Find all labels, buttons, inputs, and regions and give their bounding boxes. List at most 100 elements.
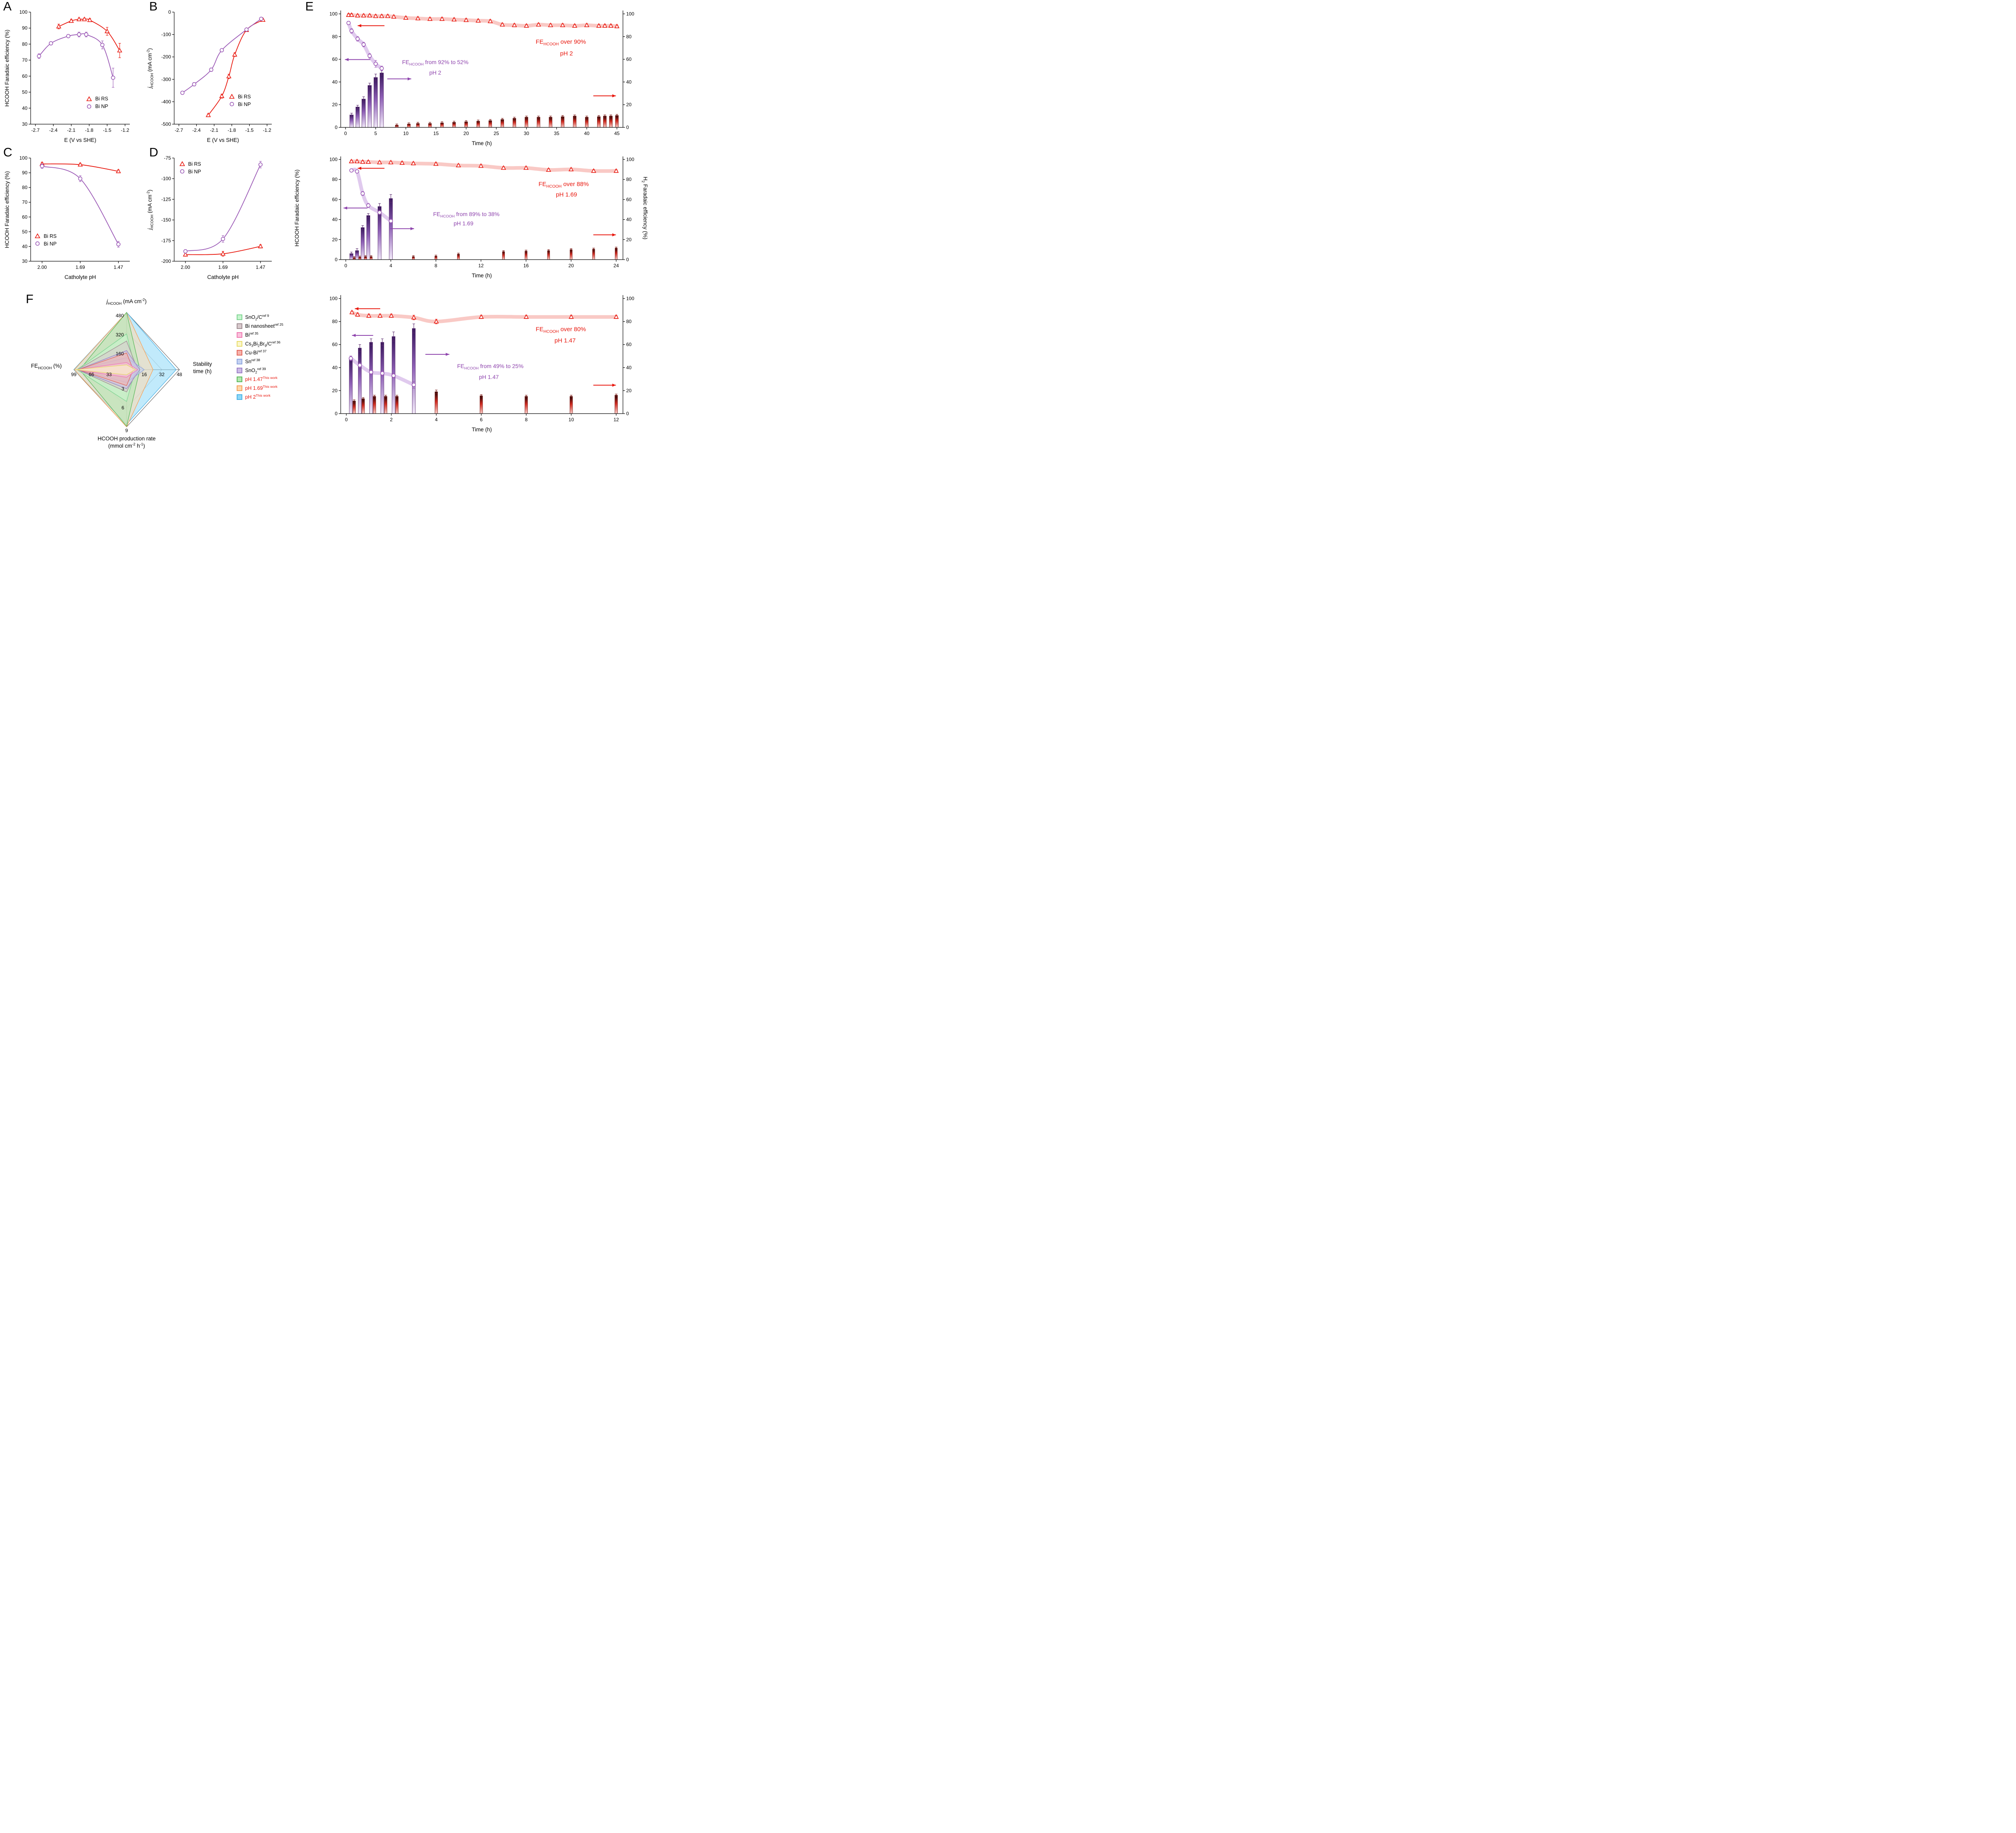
axes xyxy=(339,156,625,262)
tick-label: 16 xyxy=(523,263,529,268)
tick-label: 70 xyxy=(22,200,28,205)
legend-item: Bi NP xyxy=(228,100,251,108)
panel-E-ph147: 0 2 4 6 8 10 12 0 20 40 60 80 100 0 20 40 60 80 100 Time (h… xyxy=(280,286,654,442)
arrow xyxy=(344,206,368,210)
stability-ph2-canvas: 0 5 10 15 20 25 30 35 40 45 0 20 40 60 80 100 0 20 40 60 80 1… xyxy=(329,10,634,136)
radar-axis-label: HCOOH production rate (mmol cm-2 h-1) xyxy=(97,435,156,449)
tick-label: 10 xyxy=(569,417,574,422)
radar-legend: SnO2/Cref 9 Bi nanosheetref 25 Biref 35 Cs3… xyxy=(237,314,283,403)
panel-letter-C: C xyxy=(3,145,12,159)
tick-label: 80 xyxy=(22,185,28,190)
tick-label: -2.4 xyxy=(192,127,201,133)
panel-E-ph169: 0 4 8 12 16 20 24 0 20 40 60 80 100 0 20 40 60 80 100 Time … xyxy=(280,150,654,283)
tick-label: 4 xyxy=(389,263,392,268)
tick-label: 40 xyxy=(22,105,28,111)
annotation: pH 2 xyxy=(560,50,573,57)
legend-item: SnO2ref 39 xyxy=(237,366,283,375)
tick-label: 6 xyxy=(480,417,483,422)
legend: Bi RS Bi NP xyxy=(85,95,108,110)
stability-ph169-canvas: 0 4 8 12 16 20 24 0 20 40 60 80 100 0 20 40 60 80 100 xyxy=(329,156,634,268)
figure-root: A -2.7 -2.4 -2.1 -1.8 -1.5 -1.2 30 40 50 60 70 80 90… xyxy=(0,0,655,458)
legend-item: Biref 35 xyxy=(237,332,283,338)
x-axis-label: Catholyte pH xyxy=(207,274,239,281)
legend-item: Cu-Biref 37 xyxy=(237,350,283,356)
panel-E-ph2: E 0 5 10 15 20 25 30 35 40 45 0 20 40 60 80 100 0 20 40 60 8… xyxy=(280,0,654,147)
tick-label: 35 xyxy=(554,131,560,136)
tick-label: -200 xyxy=(161,54,171,60)
legend-label: Cu-Biref 37 xyxy=(245,349,267,356)
tick-label: 0 xyxy=(344,131,347,136)
fe-vs-ph-canvas: 2.00 1.69 1.47 30 40 50 60 70 80 90 100 xyxy=(19,155,130,270)
tick-label: -100 xyxy=(161,176,171,181)
tick-label: 66 xyxy=(89,372,94,377)
x-axis-label: E (V vs SHE) xyxy=(207,137,239,144)
series-fe-rs xyxy=(349,309,619,324)
legend-swatch-icon xyxy=(237,377,242,382)
tick-label: 20 xyxy=(332,102,338,108)
annotation: pH 2 xyxy=(429,69,442,76)
tick-label: 12 xyxy=(614,417,619,422)
tick-label: 8 xyxy=(435,263,437,268)
legend-label: SnO2ref 39 xyxy=(245,366,266,375)
legend-item: Bi RS xyxy=(85,95,108,103)
tick-label: 100 xyxy=(329,11,337,17)
stability-ph147-canvas: 0 2 4 6 8 10 12 0 20 40 60 80 100 0 20 40 60 80 100 xyxy=(329,295,634,422)
tick-label: 1.47 xyxy=(256,264,265,270)
series-bi-rs xyxy=(56,17,123,58)
tick-label: 60 xyxy=(332,56,338,62)
tick-label: 2.00 xyxy=(37,264,47,270)
tick-label: 10 xyxy=(403,131,409,136)
circle-icon xyxy=(87,104,92,109)
tick-label: -150 xyxy=(161,217,171,223)
arrow xyxy=(593,233,616,237)
tick-label: -1.2 xyxy=(121,127,129,133)
radar-axis-label: jHCOOH (mA cm-2) xyxy=(106,298,147,306)
tick-label: 1.69 xyxy=(75,264,85,270)
comparison-radar-canvas: 160 320 480 16 32 48 3 6 9 33 66 99 xyxy=(71,312,182,433)
arrow xyxy=(352,334,373,337)
annotation: FEHCOOH over 88% xyxy=(538,181,589,189)
tick-label: 60 xyxy=(626,197,632,202)
tick-label: 40 xyxy=(22,243,28,249)
panel-B: B -2.7 -2.4 -2.1 -1.8 -1.5 -1.2 0 -100 -200 -300-… xyxy=(142,0,280,144)
legend-label: pH 1.47This work xyxy=(245,375,278,382)
y-axis-label: jHCOOH (mA cm-2) xyxy=(146,48,154,88)
annotation: pH 1.47 xyxy=(479,373,499,380)
tick-label: 480 xyxy=(116,313,124,318)
tick-label: 40 xyxy=(626,79,632,85)
panel-letter-E: E xyxy=(305,0,314,13)
tick-label: 60 xyxy=(332,342,338,347)
tick-label: 0 xyxy=(345,417,348,422)
legend: Bi RS Bi NP xyxy=(178,160,201,175)
tick-label: 0 xyxy=(626,411,629,416)
legend-swatch-icon xyxy=(237,341,242,347)
tick-label: 2 xyxy=(390,417,393,422)
tick-label: -400 xyxy=(161,99,171,104)
y-axis-label: HCOOH Faradaic efficiency (%) xyxy=(294,169,300,247)
series-h2-np-bars xyxy=(350,70,384,128)
tick-label: 33 xyxy=(106,372,112,377)
legend-label: Bi NP xyxy=(44,241,57,247)
legend-label: Bi NP xyxy=(238,101,251,107)
legend-label: Bi RS xyxy=(95,96,108,102)
tick-label: 1.47 xyxy=(114,264,123,270)
tick-label: 2.00 xyxy=(181,264,190,270)
series-fe-np xyxy=(346,21,384,71)
tick-label: 20 xyxy=(569,263,574,268)
axes xyxy=(29,12,130,126)
tick-label: 30 xyxy=(524,131,529,136)
series-h2-np-bars xyxy=(349,194,393,260)
tick-label: 24 xyxy=(614,263,619,268)
tick-label: 60 xyxy=(626,56,632,62)
tick-label: 80 xyxy=(626,319,632,325)
tick-label: 20 xyxy=(626,102,632,108)
series-h2-np-bars xyxy=(349,323,416,414)
arrow xyxy=(425,353,450,356)
legend-label: Bi RS xyxy=(238,94,251,100)
tick-label: 15 xyxy=(433,131,439,136)
legend-swatch-icon xyxy=(237,332,242,338)
legend-swatch-icon xyxy=(237,323,242,329)
tick-label: 60 xyxy=(332,197,338,202)
tick-label: 6 xyxy=(121,405,124,411)
legend-item: Bi RS xyxy=(33,232,56,240)
